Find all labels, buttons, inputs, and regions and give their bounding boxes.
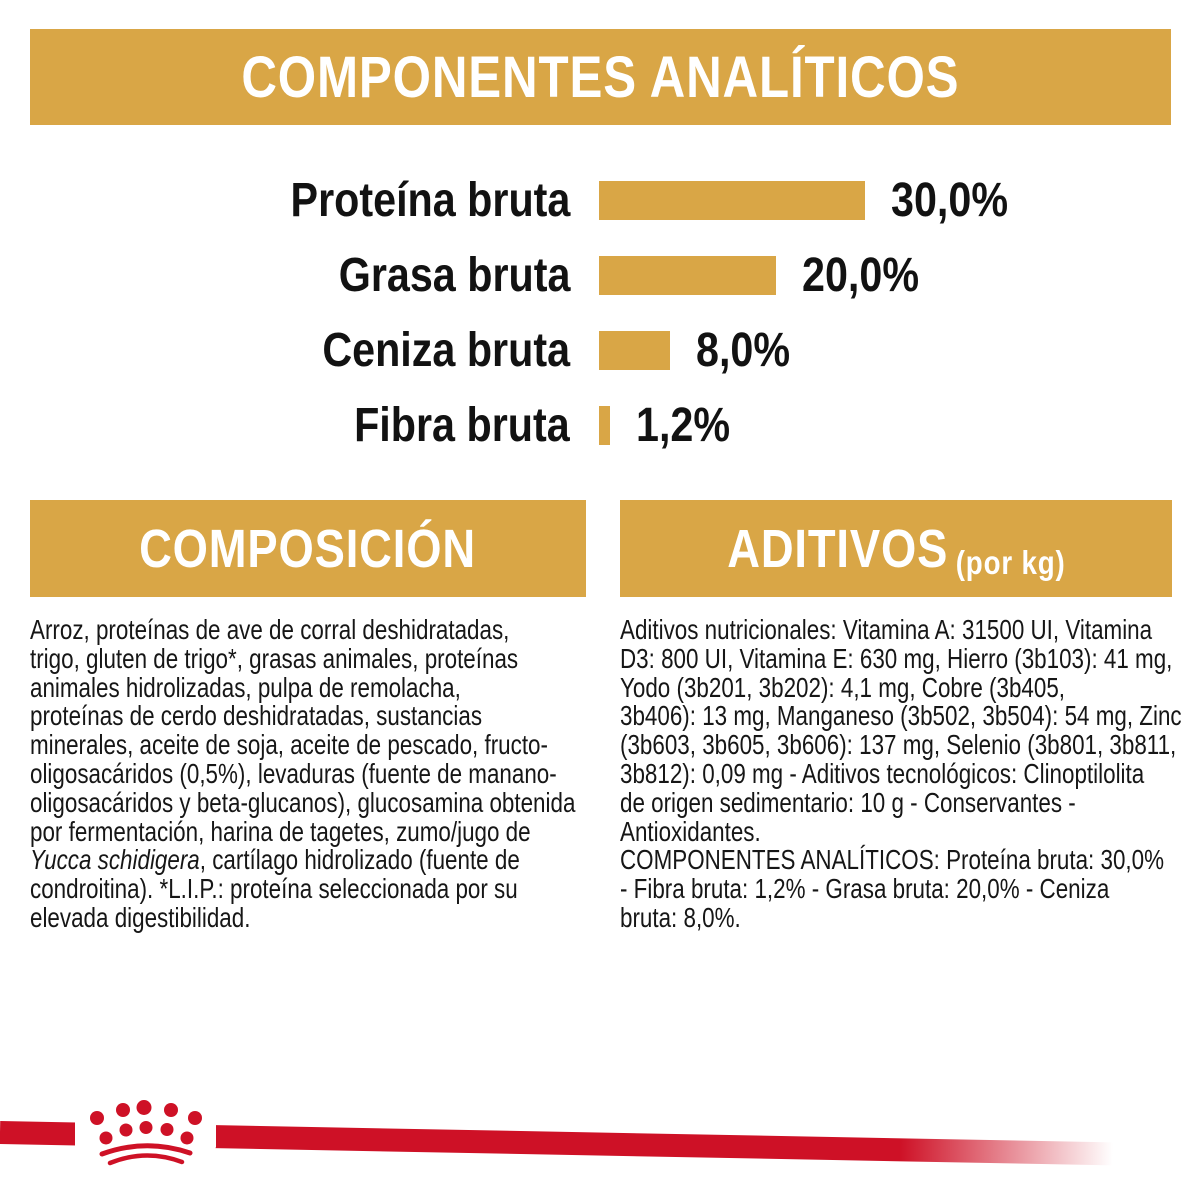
text-line: Arroz, proteínas de ave de corral deshid… (30, 614, 510, 645)
text-line: animales hidrolizadas, pulpa de remolach… (30, 671, 461, 703)
royal-canin-crown-icon (90, 1100, 202, 1166)
bar-value-label: 8,0% (696, 324, 791, 377)
text-line: de origen sedimentario: 10 g - Conservan… (620, 786, 1076, 818)
bar-category-label: Fibra bruta (354, 399, 570, 452)
composicion-section-banner: COMPOSICIÓN (30, 500, 586, 597)
aditivos-section-title: ADITIVOS (por kg) (726, 518, 1066, 581)
bar-value-label: 20,0% (802, 249, 920, 302)
text-line: (3b603, 3b605, 3b606): 137 mg, Selenio (… (620, 729, 1177, 761)
bar-row: Fibra bruta 1,2% (0, 388, 1200, 463)
text-line: por fermentación, harina de tagetes, zum… (30, 815, 531, 847)
analytical-components-bar-chart: Proteína bruta 30,0% Grasa bruta 20,0% Ceniz… (0, 163, 1200, 463)
bar-category-label: Grasa bruta (338, 249, 570, 302)
bar (599, 256, 776, 295)
text-line: Aditivos nutricionales: Vitamina A: 3150… (620, 614, 1153, 645)
text-line: COMPONENTES ANALÍTICOS: Proteína bruta: … (620, 844, 1165, 876)
text-line: proteínas de cerdo deshidratadas, sustan… (30, 700, 483, 732)
text-line: Yucca schidigera, cartílago hidrolizado … (30, 844, 520, 876)
bar-category-label: Proteína bruta (290, 174, 570, 227)
bar-row: Ceniza bruta 8,0% (0, 313, 1200, 388)
text-line: elevada digestibilidad. (30, 901, 251, 933)
bar-category-label: Ceniza bruta (322, 324, 570, 377)
aditivos-title-main: ADITIVOS (726, 518, 948, 579)
composicion-section-title: COMPOSICIÓN (139, 518, 477, 579)
aditivos-text: Aditivos nutricionales: Vitamina A: 3150… (620, 614, 1195, 933)
text-line: bruta: 8,0%. (620, 901, 741, 933)
bar-value-label: 30,0% (891, 174, 1009, 227)
bar (599, 331, 670, 370)
composicion-ingredients-text: Arroz, proteínas de ave de corral deshid… (30, 614, 600, 933)
aditivos-section-banner: ADITIVOS (por kg) (620, 500, 1172, 597)
bar-row: Grasa bruta 20,0% (0, 238, 1200, 313)
text-line: - Fibra bruta: 1,2% - Grasa bruta: 20,0%… (620, 873, 1110, 905)
bar (599, 406, 610, 445)
text-line: trigo, gluten de trigo*, grasas animales… (30, 642, 519, 674)
text-line: condroitina). *L.I.P.: proteína seleccio… (30, 873, 518, 905)
text-line: Antioxidantes. (620, 815, 761, 847)
header-banner: COMPONENTES ANALÍTICOS (30, 29, 1171, 125)
text-line: oligosacáridos (0,5%), levaduras (fuente… (30, 757, 557, 789)
bar (599, 181, 865, 220)
text-line: minerales, aceite de soja, aceite de pes… (30, 729, 548, 761)
text-line: D3: 800 UI, Vitamina E: 630 mg, Hierro (… (620, 642, 1173, 674)
page-title: COMPONENTES ANALÍTICOS (241, 44, 960, 110)
bar-value-label: 1,2% (636, 399, 731, 452)
text-line: oligosacáridos y beta-glucanos), glucosa… (30, 786, 576, 818)
text-line: 3b812): 0,09 mg - Aditivos tecnológicos:… (620, 757, 1145, 789)
text-line: 3b406): 13 mg, Manganeso (3b502, 3b504):… (620, 700, 1182, 732)
aditivos-title-suffix: (por kg) (955, 543, 1066, 581)
text-line: Yodo (3b201, 3b202): 4,1 mg, Cobre (3b40… (620, 671, 1066, 703)
bar-row: Proteína bruta 30,0% (0, 163, 1200, 238)
